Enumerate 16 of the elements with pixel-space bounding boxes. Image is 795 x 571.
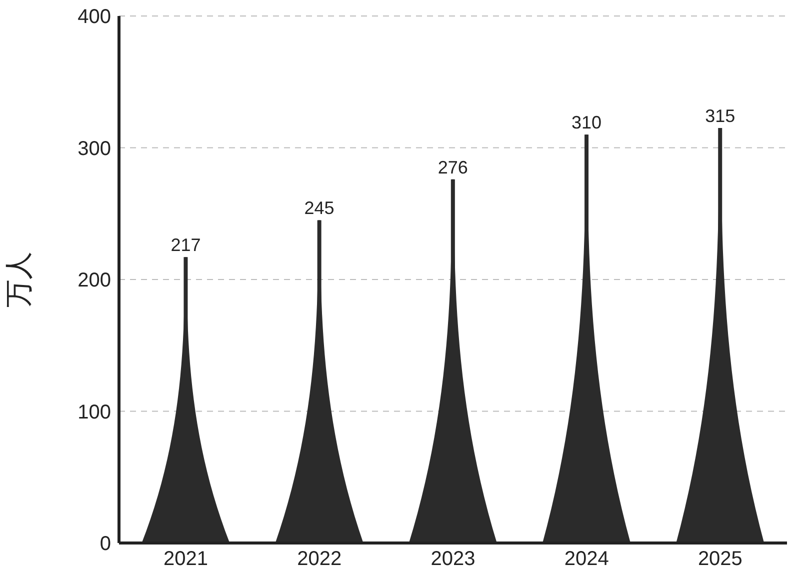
x-tick-label: 2025 <box>698 548 742 570</box>
x-tick-label: 2021 <box>164 548 208 570</box>
data-label: 245 <box>304 198 334 218</box>
y-tick-label: 400 <box>78 6 111 28</box>
x-tick-label: 2023 <box>430 548 476 570</box>
y-tick-label: 100 <box>78 401 111 424</box>
y-tick-label: 200 <box>78 270 111 292</box>
x-tick-label: 2024 <box>564 548 609 570</box>
x-tick-label: 2022 <box>297 548 342 570</box>
data-label: 310 <box>571 112 602 133</box>
data-label: 217 <box>170 235 201 256</box>
data-label: 276 <box>438 157 468 178</box>
y-axis-title: 万人 <box>2 252 34 308</box>
y-tick-label: 300 <box>78 138 111 160</box>
y-tick-label: 0 <box>100 533 111 556</box>
data-label: 315 <box>705 106 736 126</box>
